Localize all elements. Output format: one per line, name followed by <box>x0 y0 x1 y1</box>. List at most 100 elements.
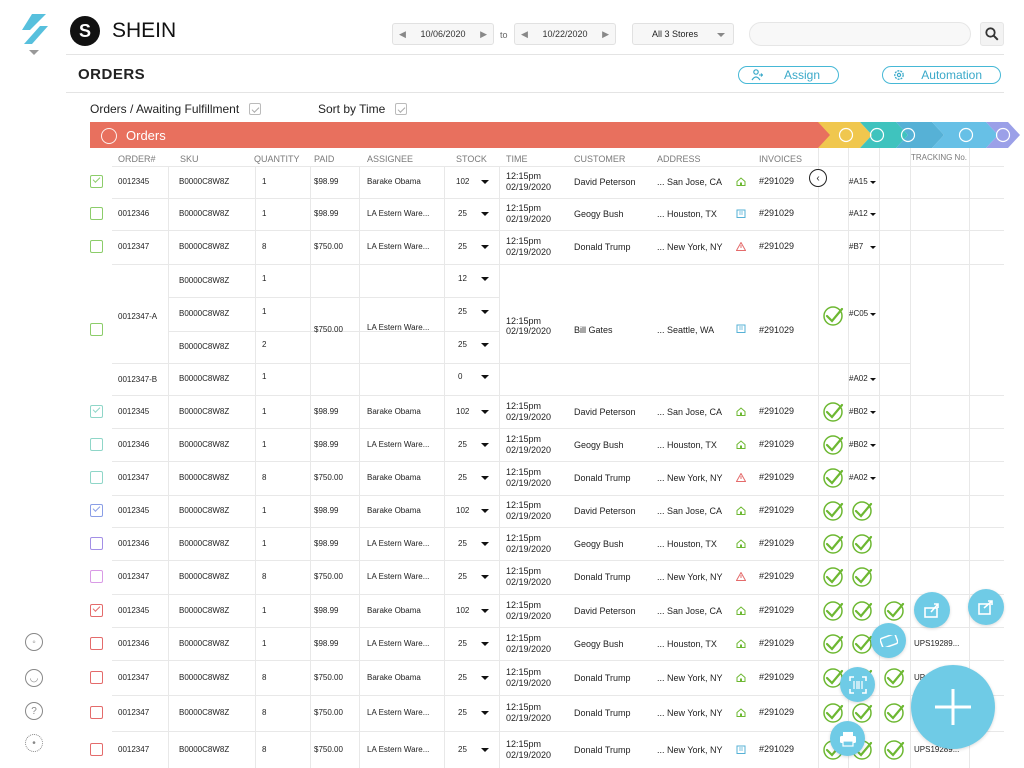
order-number[interactable]: 0012345 <box>118 605 150 615</box>
assignee[interactable]: Barake Obama <box>367 177 421 186</box>
bin-dropdown-icon[interactable] <box>870 477 876 480</box>
stock-dropdown-icon[interactable] <box>481 245 489 249</box>
invoice-number[interactable]: #291029 <box>759 438 795 449</box>
customer-name[interactable]: Geogy Bush <box>574 209 624 219</box>
sort-control[interactable]: Sort by Time <box>318 102 408 116</box>
order-number[interactable]: 0012346 <box>118 439 150 449</box>
invoice-number[interactable]: #291029 <box>759 707 795 717</box>
row-checkbox[interactable] <box>90 570 103 583</box>
col-quantity[interactable]: QUANTITY <box>254 154 300 164</box>
check-circle-icon[interactable] <box>851 533 873 555</box>
customer-name[interactable]: Donald Trump <box>574 708 631 718</box>
invoice-number[interactable]: #291029 <box>759 537 795 548</box>
check-circle-icon[interactable] <box>822 533 844 555</box>
assignee[interactable]: LA Estern Ware... <box>367 323 430 332</box>
order-number[interactable]: 0012345 <box>118 406 150 416</box>
invoice-number[interactable]: #291029 <box>759 405 795 416</box>
invoice-number[interactable]: #291029 <box>759 505 795 515</box>
stock-dropdown-icon[interactable] <box>481 509 489 513</box>
check-circle-icon[interactable] <box>883 667 905 689</box>
check-circle-icon[interactable] <box>822 500 844 522</box>
row-checkbox[interactable] <box>90 323 103 336</box>
tracking-number[interactable]: UPS19289... <box>914 638 960 648</box>
check-circle-icon[interactable] <box>883 600 905 622</box>
invoice-number[interactable]: #291029 <box>759 241 795 251</box>
order-number[interactable]: 0012347-A <box>118 312 158 321</box>
stock-dropdown-icon[interactable] <box>481 608 489 613</box>
row-checkbox[interactable] <box>90 536 103 550</box>
assignee[interactable]: LA Estern Ware... <box>367 638 430 648</box>
stock-dropdown-icon[interactable] <box>481 747 489 752</box>
user-icon[interactable]: ◡ <box>25 669 43 687</box>
stock-dropdown-icon[interactable] <box>481 641 489 646</box>
check-circle-icon[interactable] <box>822 633 844 655</box>
bin-dropdown-icon[interactable] <box>870 181 876 184</box>
order-number[interactable]: 0012347-B <box>118 375 158 384</box>
col-invoices[interactable]: INVOICES <box>759 154 803 164</box>
invoice-number[interactable]: #291029 <box>759 208 795 218</box>
workspace-caret-icon[interactable] <box>29 50 39 55</box>
stock-dropdown-icon[interactable] <box>481 212 489 216</box>
app-logo-icon[interactable] <box>18 14 50 44</box>
tracking-number[interactable]: UPS19289... <box>914 744 960 754</box>
check-circle-icon[interactable] <box>851 600 873 622</box>
col-customer[interactable]: CUSTOMER <box>574 154 626 164</box>
row-checkbox[interactable] <box>90 504 103 517</box>
stock-dropdown-icon[interactable] <box>481 575 489 579</box>
customer-name[interactable]: David Peterson <box>574 177 636 187</box>
row-checkbox[interactable] <box>90 706 103 719</box>
row-checkbox[interactable] <box>90 437 103 451</box>
label-fab[interactable] <box>871 623 906 658</box>
search-input[interactable] <box>749 22 971 46</box>
fulfill-fab[interactable] <box>914 592 950 628</box>
customer-name[interactable]: David Peterson <box>574 605 636 616</box>
check-circle-icon[interactable] <box>851 702 873 724</box>
invoice-number[interactable]: #291029 <box>759 637 795 648</box>
customer-name[interactable]: Bill Gates <box>574 325 613 335</box>
invoice-number[interactable]: #291029 <box>759 472 795 482</box>
print-fab[interactable] <box>830 721 865 756</box>
order-number[interactable]: 0012346 <box>118 209 150 218</box>
customer-name[interactable]: Geogy Bush <box>574 638 624 649</box>
customer-name[interactable]: Donald Trump <box>574 572 631 582</box>
check-circle-icon[interactable] <box>822 600 844 622</box>
bin-dropdown-icon[interactable] <box>870 313 876 316</box>
add-order-fab[interactable] <box>911 665 995 749</box>
bin-tag[interactable]: #B02 <box>849 439 868 449</box>
row-checkbox[interactable] <box>90 240 103 253</box>
stock-dropdown-icon[interactable] <box>481 711 489 715</box>
row-checkbox[interactable] <box>90 471 103 484</box>
customer-name[interactable]: Geogy Bush <box>574 439 624 450</box>
assignee[interactable]: LA Estern Ware... <box>367 538 430 548</box>
row-checkbox[interactable] <box>90 636 103 650</box>
customer-name[interactable]: Donald Trump <box>574 672 631 683</box>
stage-label[interactable]: Orders <box>126 128 166 143</box>
bin-tag[interactable]: #A02 <box>849 374 868 383</box>
check-circle-icon[interactable] <box>851 500 873 522</box>
col-order[interactable]: ORDER# <box>118 154 156 164</box>
date-from-next-icon[interactable]: ▶ <box>480 29 487 39</box>
invoice-number[interactable]: #291029 <box>759 176 795 186</box>
assignee[interactable]: Barake Obama <box>367 473 421 482</box>
date-to-next-icon[interactable]: ▶ <box>602 29 609 39</box>
assignee[interactable]: Barake Obama <box>367 406 421 416</box>
search-button[interactable] <box>980 22 1004 46</box>
bin-dropdown-icon[interactable] <box>870 213 876 216</box>
stock-dropdown-icon[interactable] <box>481 310 489 314</box>
col-address[interactable]: ADDRESS <box>657 154 701 164</box>
bin-tag[interactable]: #A15 <box>849 177 868 186</box>
bin-tag[interactable]: #B7 <box>849 242 864 251</box>
order-number[interactable]: 0012345 <box>118 506 150 515</box>
stock-dropdown-icon[interactable] <box>481 476 489 480</box>
bin-dropdown-icon[interactable] <box>870 378 876 381</box>
check-circle-icon[interactable] <box>883 739 905 761</box>
check-circle-icon[interactable] <box>822 305 844 327</box>
col-sku[interactable]: SKU <box>180 154 199 164</box>
assignee[interactable]: LA Estern Ware... <box>367 708 430 717</box>
bin-tag[interactable]: #A02 <box>849 473 868 482</box>
customer-name[interactable]: Donald Trump <box>574 242 631 252</box>
order-number[interactable]: 0012346 <box>118 538 150 548</box>
col-assignee[interactable]: ASSIGNEE <box>367 154 414 164</box>
check-circle-icon[interactable] <box>822 467 844 489</box>
assignee[interactable]: LA Estern Ware... <box>367 439 430 449</box>
